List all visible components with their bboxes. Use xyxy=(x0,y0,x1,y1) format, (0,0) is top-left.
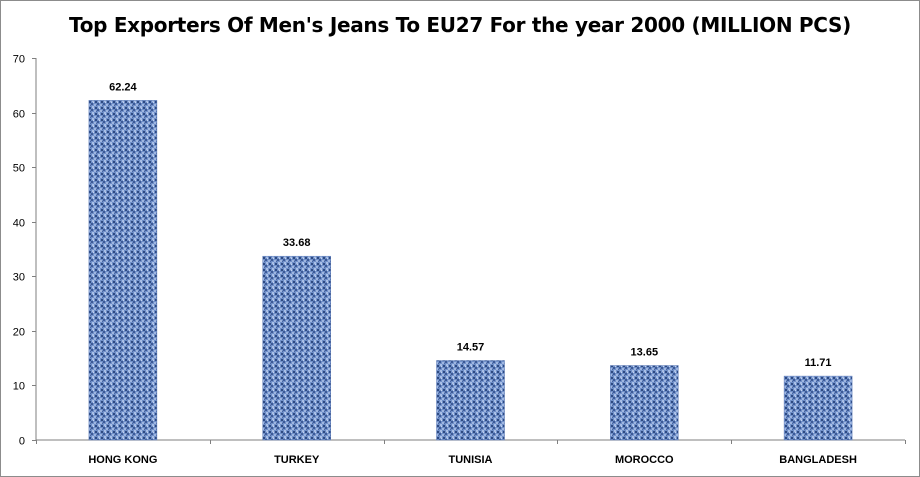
data-label: 13.65 xyxy=(631,347,659,359)
y-tick-label: 50 xyxy=(13,163,25,175)
data-label: 14.57 xyxy=(457,341,485,353)
bar-morocco xyxy=(610,365,679,441)
bars xyxy=(88,100,853,441)
x-category-label: HONG KONG xyxy=(88,454,157,466)
x-category-label: BANGLADESH xyxy=(779,454,857,466)
y-tick-label: 40 xyxy=(13,218,25,230)
bar-bangladesh xyxy=(783,375,853,441)
x-category-label: MOROCCO xyxy=(615,454,674,466)
bar-turkey xyxy=(262,255,331,441)
y-tick-label: 10 xyxy=(13,381,25,393)
y-tick-label: 70 xyxy=(13,54,25,66)
data-label: 33.68 xyxy=(283,237,311,249)
y-tick-label: 30 xyxy=(13,272,25,284)
bar-hong-kong xyxy=(88,100,158,441)
data-label: 62.24 xyxy=(109,81,137,93)
x-category-label: TUNISIA xyxy=(449,454,493,466)
y-tick-label: 60 xyxy=(13,109,25,121)
x-category-label: TURKEY xyxy=(274,454,320,466)
y-tick-label: 20 xyxy=(13,327,25,339)
bar-tunisia xyxy=(436,360,505,441)
data-label: 11.71 xyxy=(805,357,832,369)
y-tick-label: 0 xyxy=(19,436,25,448)
labels: 62.24 HONG KONG 33.68 TURKEY 14.57 TUNISIA 13.… xyxy=(88,81,857,466)
chart-title: Top Exporters Of Men's Jeans To EU27 For… xyxy=(69,13,851,37)
